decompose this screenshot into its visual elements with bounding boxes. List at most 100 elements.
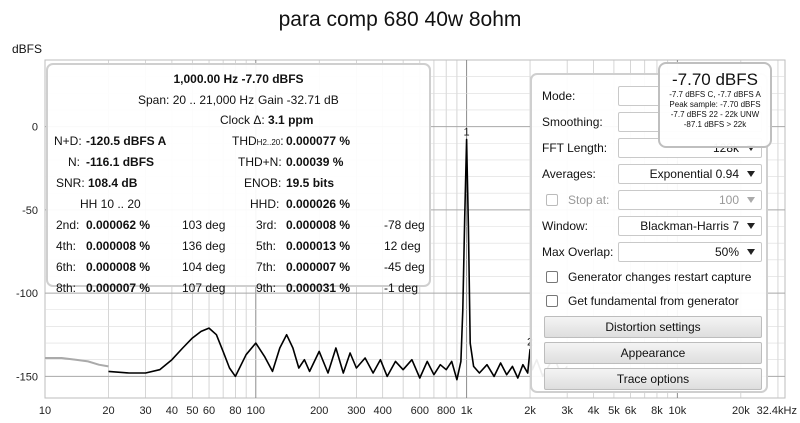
x-tick-label: 3k [561,405,573,417]
fundamental-checkbox[interactable] [546,295,558,307]
fundamental-label: Get fundamental from generator [568,294,739,308]
harmonic-label: 6th: [56,260,77,274]
harmonic-label: 5th: [256,239,277,253]
level-main: -7.70 dBFS [672,70,758,89]
harmonic-pct: 0.000062 % [86,218,151,232]
x-tick-label: 30 [139,405,151,417]
harmonic-pct: 0.000007 % [286,260,351,274]
chevron-down-icon [747,171,755,177]
x-tick-label: 32.4kHz [757,405,797,417]
stop-at-label: Stop at: [568,193,610,207]
x-tick-label: 400 [374,405,392,417]
x-tick-label: 300 [347,405,365,417]
harmonic-pct: 0.000008 % [86,260,151,274]
x-tick-label: 50 [186,405,198,417]
harmonic-deg: 12 deg [384,239,421,253]
trace-options-button[interactable]: Trace options [544,368,762,390]
enob-value: 19.5 bits [286,176,335,190]
stop-at-checkbox[interactable] [546,194,558,206]
clock-value: 3.1 ppm [268,113,314,127]
averages-select[interactable]: Exponential 0.94 [618,164,762,184]
controls-panel[interactable]: Mode: Smoothing: FFT Length: 128k Averag… [530,73,768,393]
harmonic-label: 2nd: [56,218,80,232]
chevron-down-icon [747,145,755,151]
thdn-label: THD+N: [238,155,282,169]
smoothing-label: Smoothing: [542,115,603,129]
nd-label: N+D: [54,134,82,148]
x-tick-label: 4k [588,405,600,417]
mode-label: Mode: [542,89,576,103]
level-line-2: Peak sample: -7.70 dBFS [669,100,761,109]
chevron-down-icon [747,249,755,255]
x-tick-label: 1k [461,405,473,417]
grey-trace-line [45,357,109,368]
stop-at-spinner[interactable]: 100 [618,190,762,210]
y-tick-label: -100 [16,288,38,300]
overlap-label: Max Overlap: [542,245,614,259]
harmonic-label: 4th: [56,239,77,253]
window-select[interactable]: Blackman-Harris 7 [618,216,762,236]
harmonic-deg: -78 deg [384,218,425,232]
thdn-value: 0.00039 % [286,155,344,169]
x-tick-label: 10k [669,405,687,417]
harmonic-deg: -45 deg [384,260,425,274]
harmonic-deg: 107 deg [182,281,226,295]
x-tick-label: 60 [203,405,215,417]
harmonic-label: 7th: [256,260,277,274]
appearance-button[interactable]: Appearance [544,342,762,364]
enob-label: ENOB: [244,176,282,190]
y-tick-label: -150 [16,371,38,383]
averages-label: Averages: [542,167,596,181]
overlap-select[interactable]: 50% [618,242,762,262]
harmonic-deg: 136 deg [182,239,226,253]
snr-value: 108.4 dB [88,176,138,190]
gen-restart-checkbox[interactable] [546,271,558,283]
stats-panel[interactable]: 1,000.00 Hz -7.70 dBFS Span: 20 .. 21,00… [46,63,431,295]
x-tick-label: 100 [247,405,265,417]
chart-title: para comp 680 40w 8ohm [278,8,522,31]
x-tick-label: 800 [437,405,455,417]
clock-row: Clock Δ: 3.1 ppm [220,113,313,127]
n-value: -116.1 dBFS [86,155,155,169]
clock-label: Clock Δ: [220,113,265,127]
harmonic-label: 9th: [256,281,277,295]
harmonic-label: 3rd: [256,218,277,232]
harmonic-marker: 1 [464,126,470,138]
snr-label: SNR: [56,176,85,190]
fundamental-readout: 1,000.00 Hz -7.70 dBFS [173,72,304,86]
x-tick-label: 80 [229,405,241,417]
gain-readout: Gain -32.71 dB [258,93,339,107]
x-tick-label: 6k [625,405,637,417]
harmonic-pct: 0.000008 % [86,239,151,253]
level-line-1: -7.7 dBFS C, -7.7 dBFS A [669,90,761,99]
x-tick-label: 600 [411,405,429,417]
window-label: Window: [542,219,589,233]
x-tick-label: 40 [166,405,178,417]
harmonic-pct: 0.000031 % [286,281,351,295]
x-tick-label: 20 [102,405,114,417]
hh-label: HH 10 .. 20 [80,197,141,211]
harmonic-deg: 104 deg [182,260,226,274]
x-tick-label: 10 [39,405,51,417]
thd-value: 0.000077 % [286,134,351,148]
chevron-down-icon [747,197,755,203]
stop-at-value: 100 [718,193,739,207]
x-tick-label: 8k [651,405,663,417]
harmonic-pct: 0.000013 % [286,239,351,253]
distortion-settings-button[interactable]: Distortion settings [544,316,762,338]
level-readout: -7.70 dBFS -7.7 dBFS C, -7.7 dBFS A Peak… [658,62,772,148]
thd-label: THDH2..20: [232,134,284,148]
x-tick-label: 20k [732,405,750,417]
n-label: N: [68,155,80,169]
harmonic-label: 8th: [56,281,77,295]
span-readout: Span: 20 .. 21,000 Hz [138,93,255,107]
y-tick-label: -50 [22,205,38,217]
window-value: Blackman-Harris 7 [640,219,739,233]
harmonic-deg: -1 deg [384,281,419,295]
harmonic-pct: 0.000007 % [86,281,151,295]
level-line-4: -87.1 dBFS > 22k [683,120,747,129]
overlap-value: 50% [714,245,739,259]
chevron-down-icon [747,223,755,229]
hhd-value: 0.000026 % [286,197,351,211]
y-tick-label: 0 [32,122,38,134]
